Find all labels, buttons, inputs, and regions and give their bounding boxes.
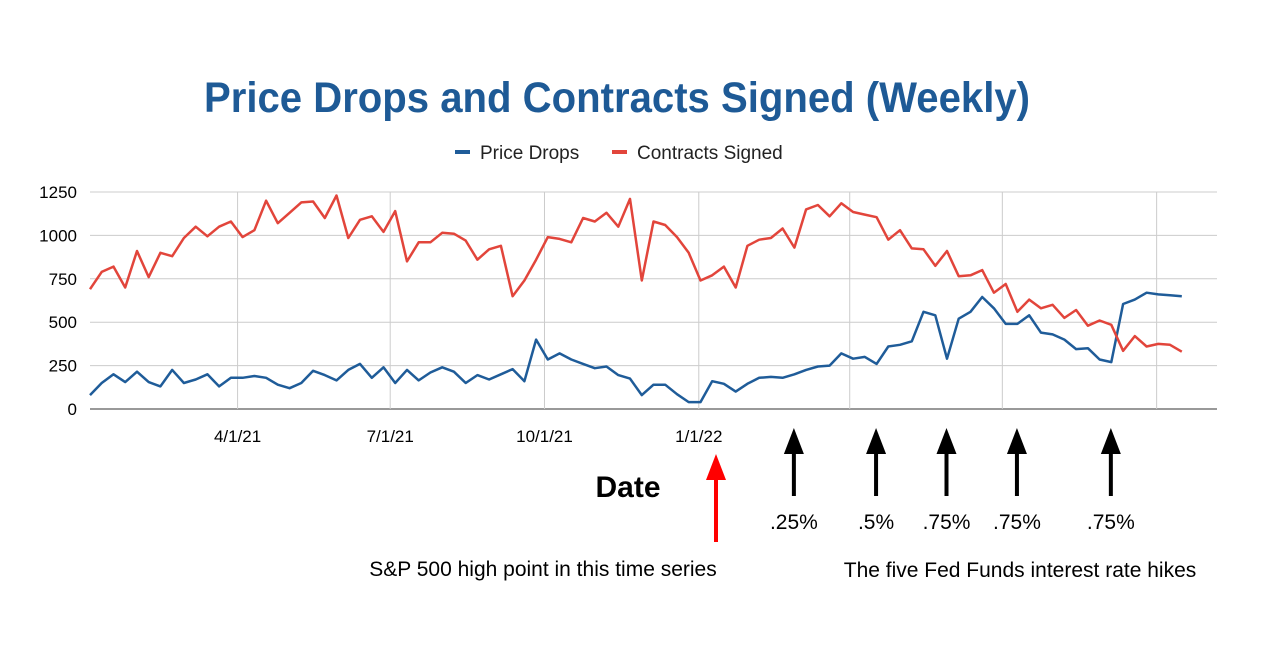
red-arrow-head bbox=[706, 454, 726, 480]
y-tick-label: 0 bbox=[68, 400, 77, 419]
hike-rate-label: .75% bbox=[923, 511, 971, 534]
y-tick-labels: 0 250 500 750 1000 1250 bbox=[39, 183, 77, 419]
y-tick-label: 1250 bbox=[39, 183, 77, 202]
x-tick-labels: 4/1/21 7/1/21 10/1/21 1/1/22 bbox=[214, 427, 722, 446]
series-lines bbox=[88, 194, 1183, 404]
y-tick-label: 250 bbox=[49, 357, 77, 376]
legend-label-price-drops: Price Drops bbox=[480, 143, 579, 164]
series-line-price-drops bbox=[89, 291, 1182, 404]
x-tick-label: 4/1/21 bbox=[214, 427, 261, 446]
y-tick-label: 500 bbox=[49, 313, 77, 332]
gridlines bbox=[90, 191, 1217, 410]
legend: Price Drops Contracts Signed bbox=[455, 143, 783, 164]
hike-rate-label: .75% bbox=[993, 511, 1041, 534]
hike-arrow-head bbox=[783, 428, 804, 454]
hike-arrow-head bbox=[1006, 428, 1027, 454]
series-line-contracts-signed bbox=[88, 194, 1183, 353]
hike-arrow-head bbox=[866, 428, 887, 454]
x-tick-label: 10/1/21 bbox=[516, 427, 573, 446]
y-tick-label: 750 bbox=[49, 270, 77, 289]
hike-rate-label: .5% bbox=[858, 511, 894, 534]
hike-arrow-head bbox=[1100, 428, 1121, 454]
legend-label-contracts-signed: Contracts Signed bbox=[637, 143, 783, 164]
x-tick-label: 1/1/22 bbox=[675, 427, 722, 446]
sp500-annotation: S&P 500 high point in this time series bbox=[369, 454, 726, 581]
hike-rate-label: .75% bbox=[1087, 511, 1135, 534]
x-tick-label: 7/1/21 bbox=[367, 427, 414, 446]
chart-title: Price Drops and Contracts Signed (Weekly… bbox=[204, 74, 1030, 122]
fed-hike-annotations: .25% .5% .75% .75% .75% bbox=[770, 428, 1135, 534]
hike-rate-label: .25% bbox=[770, 511, 818, 534]
y-tick-label: 1000 bbox=[39, 226, 77, 245]
hike-arrow-head bbox=[936, 428, 957, 454]
fed-hikes-caption: The five Fed Funds interest rate hikes bbox=[844, 559, 1197, 582]
x-axis-label: Date bbox=[595, 471, 660, 504]
sp500-caption: S&P 500 high point in this time series bbox=[369, 558, 716, 581]
